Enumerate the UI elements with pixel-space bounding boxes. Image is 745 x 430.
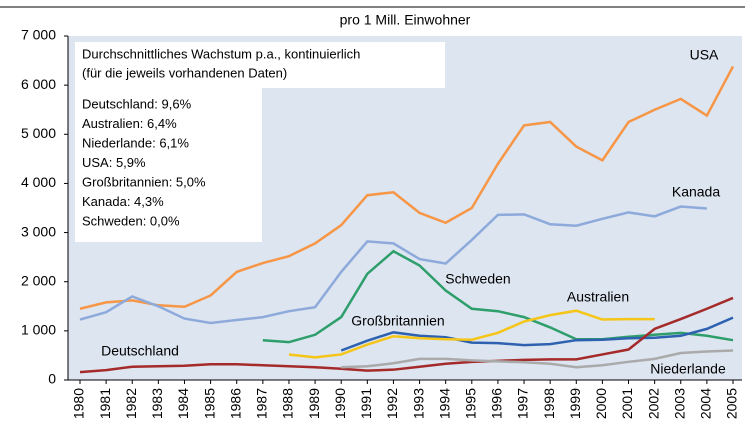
annotation: USA: 5,9% xyxy=(82,155,146,170)
series-label: Schweden xyxy=(445,271,510,287)
x-tick-label: 1996 xyxy=(489,388,505,419)
y-tick-label: 5 000 xyxy=(21,125,56,141)
y-tick-label: 0 xyxy=(48,371,56,387)
series-label: Kanada xyxy=(672,184,720,200)
series-label: Australien xyxy=(567,289,629,305)
x-tick-label: 1992 xyxy=(384,388,400,419)
y-tick-label: 4 000 xyxy=(21,174,56,190)
x-tick-label: 1988 xyxy=(280,388,296,419)
x-tick-label: 1991 xyxy=(358,388,374,419)
x-tick-label: 1981 xyxy=(97,388,113,419)
x-tick-label: 1984 xyxy=(175,388,191,419)
y-tick-label: 7 000 xyxy=(21,27,56,43)
annotation: Durchschnittliches Wachstum p.a., kontin… xyxy=(82,46,360,61)
x-tick-label: 1980 xyxy=(71,388,87,419)
series-line xyxy=(79,205,707,325)
x-tick-label: 1989 xyxy=(306,388,322,419)
x-tick-label: 2001 xyxy=(619,388,635,419)
annotation: Niederlande: 6,1% xyxy=(82,135,189,150)
annotation: Kanada: 4,3% xyxy=(82,194,164,209)
x-tick-label: 1997 xyxy=(515,388,531,419)
series-line xyxy=(340,316,734,352)
annotation: (für die jeweils vorhandenen Daten) xyxy=(82,65,287,80)
x-tick-label: 2002 xyxy=(645,388,661,419)
series-line xyxy=(341,349,734,369)
x-tick-label: 1998 xyxy=(541,388,557,419)
x-tick-label: 1985 xyxy=(201,388,217,419)
x-tick-label: 1994 xyxy=(436,388,452,419)
series-label: Großbritannien xyxy=(351,313,444,329)
series-line xyxy=(79,296,734,374)
series-line xyxy=(262,249,734,344)
y-tick-label: 6 000 xyxy=(21,76,56,92)
series-label: Deutschland xyxy=(101,343,179,359)
annotation: Schweden: 0,0% xyxy=(82,213,180,228)
annotation: Deutschland: 9,6% xyxy=(82,96,192,111)
series-label: USA xyxy=(690,47,719,63)
x-tick-label: 1982 xyxy=(123,388,139,419)
chart-title: pro 1 Mill. Einwohner xyxy=(340,12,471,28)
x-tick-label: 1990 xyxy=(332,388,348,419)
x-tick-label: 1995 xyxy=(463,388,479,419)
series-line xyxy=(79,65,735,310)
y-tick-label: 1 000 xyxy=(21,322,56,338)
x-tick-label: 1983 xyxy=(149,388,165,419)
y-tick-label: 3 000 xyxy=(21,223,56,239)
x-tick-label: 1987 xyxy=(254,388,270,419)
series-line xyxy=(288,309,655,359)
annotation: Großbritannien: 5,0% xyxy=(82,174,206,189)
x-tick-label: 2004 xyxy=(698,388,714,419)
x-tick-label: 2003 xyxy=(671,388,687,419)
annotation-box xyxy=(75,42,445,242)
x-tick-label: 1986 xyxy=(227,388,243,419)
x-tick-label: 1993 xyxy=(410,388,426,419)
x-tick-label: 1999 xyxy=(567,388,583,419)
annotation: Australien: 6,4% xyxy=(82,116,177,131)
y-tick-label: 2 000 xyxy=(21,272,56,288)
series-label: Niederlande xyxy=(650,361,726,377)
x-tick-label: 2000 xyxy=(593,388,609,419)
x-tick-label: 2005 xyxy=(724,388,740,419)
